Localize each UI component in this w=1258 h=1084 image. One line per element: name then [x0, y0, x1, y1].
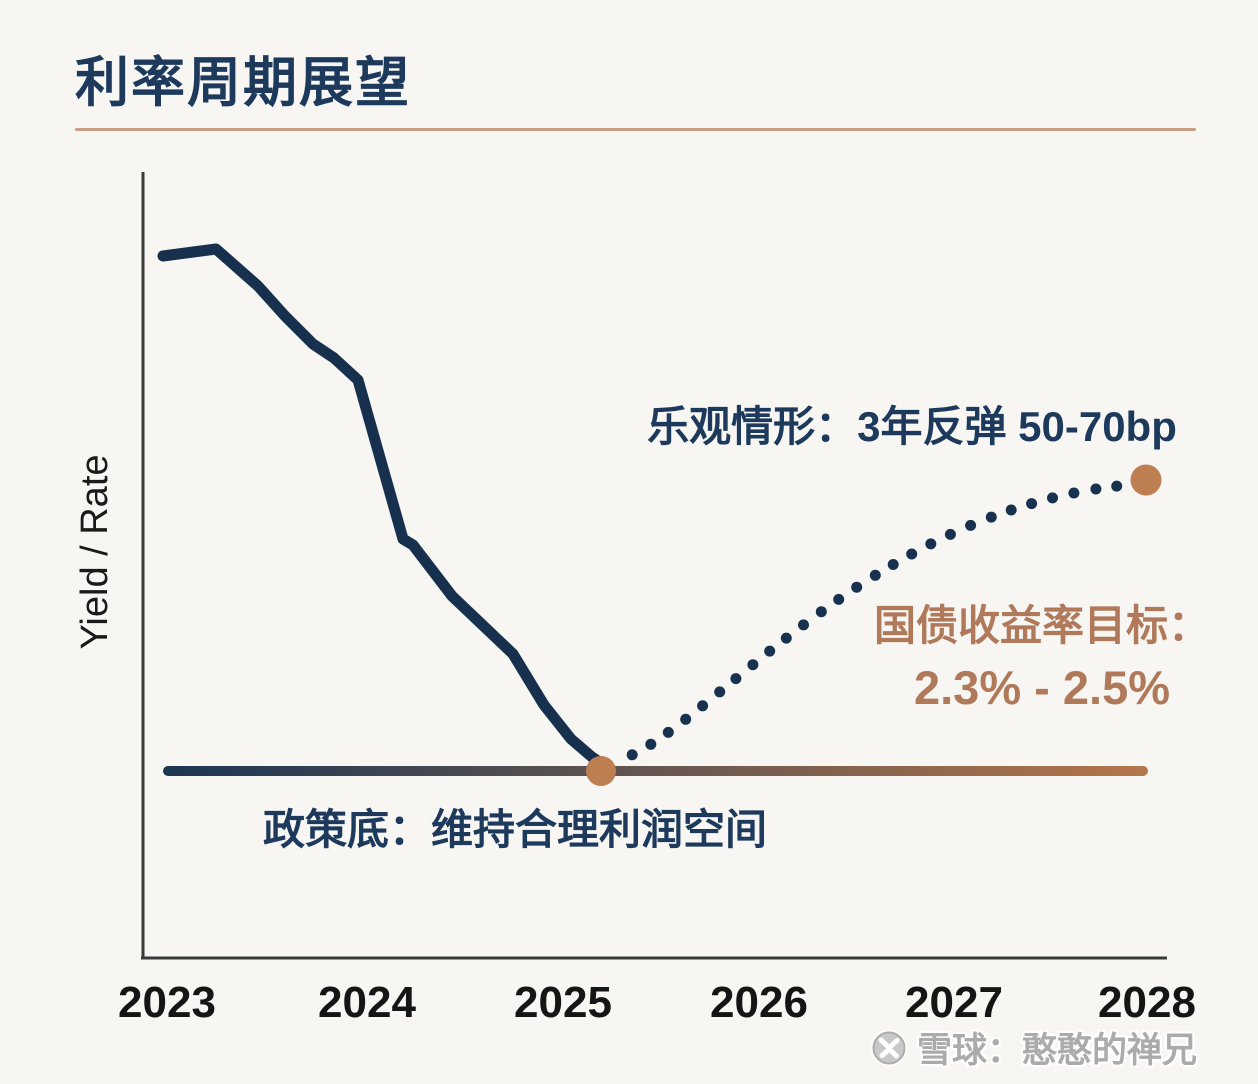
annotation-policy-floor: 政策底：维持合理利润空间: [263, 806, 768, 853]
y-axis-label: Yield / Rate: [74, 454, 116, 650]
page-title: 利率周期展望: [75, 53, 411, 113]
annotation-yield-target-value: 2.3% - 2.5%: [913, 660, 1171, 714]
x-tick-2027: 2027: [905, 978, 1003, 1027]
title-underline: [75, 128, 1196, 131]
watermark-text: 雪球：憨憨的禅兄: [917, 1031, 1198, 1070]
watermark: 雪球：憨憨的禅兄: [868, 1022, 1197, 1073]
xueqiu-logo-icon: [870, 1029, 908, 1066]
x-tick-2025: 2025: [514, 978, 612, 1027]
annotation-yield-target-title: 国债收益率目标：: [873, 602, 1210, 649]
x-tick-2026: 2026: [710, 978, 808, 1027]
annotation-yield-target: 国债收益率目标： 2.3% - 2.5%: [858, 600, 1226, 717]
annotation-optimistic-scenario: 乐观情形：3年反弹 50-70bp: [647, 403, 1177, 450]
x-tick-2028: 2028: [1098, 978, 1196, 1027]
x-tick-2024: 2024: [318, 978, 416, 1027]
x-tick-2023: 2023: [118, 978, 216, 1027]
